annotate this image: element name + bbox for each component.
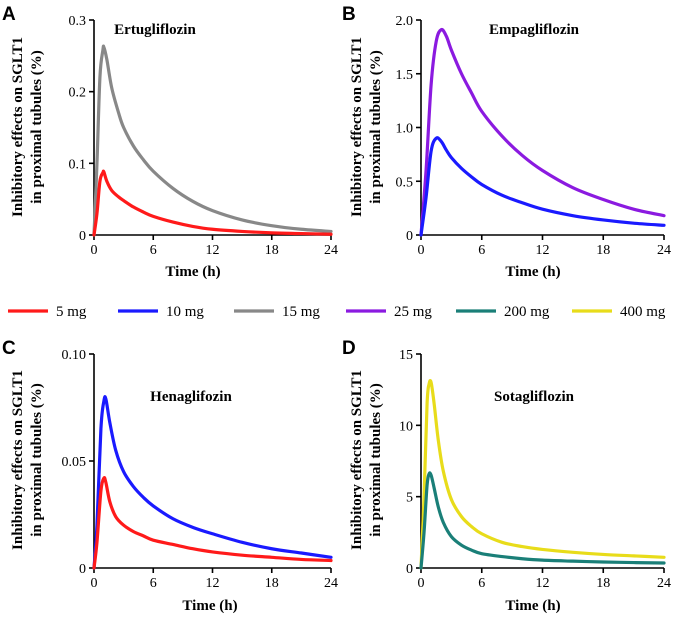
panel-a-y-tick-label: 0.2 [69, 86, 87, 101]
panel-d-series-200mg [419, 471, 666, 570]
legend-item-200mg: 200 mg [456, 304, 550, 320]
panel-b-y-tick-label: 0.5 [396, 175, 414, 190]
panel-b-ylabel-line2: in proximal tubules (%) [368, 50, 384, 204]
panel-c-ylabel-line1: Inhibitory effects on SGLT1 [10, 370, 26, 550]
panel-c-series-10mg [92, 395, 333, 570]
legend-label-15mg: 15 mg [282, 304, 320, 320]
legend-item-400mg: 400 mg [572, 304, 666, 320]
panel-b-title: Empagliflozin [489, 22, 580, 38]
panel-b-y-tick-label: 0 [406, 229, 413, 244]
panel-a-title: Ertugliflozin [114, 22, 196, 38]
panel-b-xlabel: Time (h) [505, 264, 560, 280]
panel-c-y-tick-label: 0.05 [62, 455, 87, 470]
panel-letter-a: A [2, 4, 16, 25]
panel-b-y-tick-label: 2.0 [396, 14, 414, 29]
panel-d-x-tick-label: 0 [418, 576, 425, 591]
legend-item-5mg: 5 mg [8, 304, 87, 320]
panel-d-y-tick-label: 15 [399, 348, 413, 363]
panel-b-x-tick-label: 18 [596, 243, 610, 258]
panel-b-y-tick-label: 1.0 [396, 122, 414, 137]
panel-b-x-tick-label: 12 [536, 243, 550, 258]
panel-a-y-tick-label: 0.3 [69, 14, 87, 29]
panel-d-x-tick-label: 12 [536, 576, 550, 591]
legend-label-200mg: 200 mg [504, 304, 550, 320]
panel-c-series-5mg [92, 476, 333, 570]
legend-label-10mg: 10 mg [166, 304, 204, 320]
panel-a-x-tick-label: 0 [91, 243, 98, 258]
panel-b-x-tick-label: 24 [657, 243, 671, 258]
panel-c-ylabel-line2: in proximal tubules (%) [29, 383, 45, 537]
panel-b-y-tick-label: 1.5 [396, 68, 414, 83]
panel-c: C 0 6 12 18 24 0 0.05 0.10 Henaglifozin Inhibit… [2, 338, 338, 614]
panel-c-x-tick-label: 24 [324, 576, 338, 591]
panel-d-title: Sotagliflozin [494, 389, 575, 405]
panel-d-ylabel-line2: in proximal tubules (%) [368, 383, 384, 537]
panel-letter-b: B [342, 4, 356, 25]
panel-b-series-25mg [419, 27, 666, 237]
panel-c-x-tick-label: 0 [91, 576, 98, 591]
panel-c-title: Henaglifozin [150, 389, 232, 405]
panel-d-x-tick-label: 24 [657, 576, 671, 591]
legend-item-15mg: 15 mg [234, 304, 320, 320]
panel-a-series-5mg [92, 169, 333, 237]
panel-a-y-tick-label: 0 [79, 229, 86, 244]
panel-d-series-400mg [419, 378, 666, 570]
panel-b-ylabel-line1: Inhibitory effects on SGLT1 [349, 37, 365, 217]
panel-c-x-tick-label: 6 [150, 576, 157, 591]
panel-b-series-10mg [419, 136, 666, 237]
panel-a-ylabel-line1: Inhibitory effects on SGLT1 [10, 37, 26, 217]
legend-item-10mg: 10 mg [118, 304, 204, 320]
legend-item-25mg: 25 mg [346, 304, 432, 320]
panel-a-x-tick-label: 12 [206, 243, 220, 258]
panel-c-y-tick-label: 0.10 [62, 348, 87, 363]
panel-a-axes: 0 6 12 18 24 0 0.1 0.2 0.3 [69, 14, 339, 258]
panel-d-xlabel: Time (h) [505, 598, 560, 614]
panel-c-y-tick-label: 0 [79, 562, 86, 577]
panel-a-y-tick-label: 0.1 [69, 157, 87, 172]
panel-d: D 0 6 12 18 24 0 5 10 15 Sotagliflozin Inhibitor… [342, 338, 671, 614]
panel-c-x-tick-label: 12 [206, 576, 220, 591]
panel-b: B 0 6 12 18 24 0 0.5 1.0 1.5 2.0 Empagliflozin In… [342, 4, 671, 280]
panel-c-x-tick-label: 18 [265, 576, 279, 591]
panel-a-x-tick-label: 24 [324, 243, 338, 258]
panel-a: A 0 6 12 18 24 0 0.1 0.2 0.3 Ertugliflozin Inhib… [2, 4, 338, 280]
panel-c-xlabel: Time (h) [182, 598, 237, 614]
panel-a-xlabel: Time (h) [165, 264, 220, 280]
panel-d-ylabel-line1: Inhibitory effects on SGLT1 [349, 370, 365, 550]
panel-d-axes: 0 6 12 18 24 0 5 10 15 [399, 348, 671, 591]
legend-label-400mg: 400 mg [620, 304, 666, 320]
panel-letter-c: C [2, 338, 16, 359]
panel-a-ylabel-line2: in proximal tubules (%) [29, 50, 45, 204]
panel-b-x-tick-label: 6 [478, 243, 485, 258]
panel-a-x-tick-label: 6 [150, 243, 157, 258]
panel-a-x-tick-label: 18 [265, 243, 279, 258]
legend-label-5mg: 5 mg [56, 304, 87, 320]
panel-d-y-tick-label: 10 [399, 419, 413, 434]
panel-a-series-15mg [92, 44, 333, 237]
panel-d-y-tick-label: 0 [406, 562, 413, 577]
panel-d-x-tick-label: 6 [478, 576, 485, 591]
panel-d-x-tick-label: 18 [596, 576, 610, 591]
legend-label-25mg: 25 mg [394, 304, 432, 320]
legend: 5 mg 10 mg 15 mg 25 mg 200 mg 400 mg [8, 304, 666, 320]
panel-c-axes: 0 6 12 18 24 0 0.05 0.10 [62, 348, 339, 591]
panel-b-x-tick-label: 0 [418, 243, 425, 258]
panel-letter-d: D [342, 338, 356, 359]
panel-b-axes: 0 6 12 18 24 0 0.5 1.0 1.5 2.0 [396, 14, 672, 258]
panel-d-y-tick-label: 5 [406, 491, 413, 506]
